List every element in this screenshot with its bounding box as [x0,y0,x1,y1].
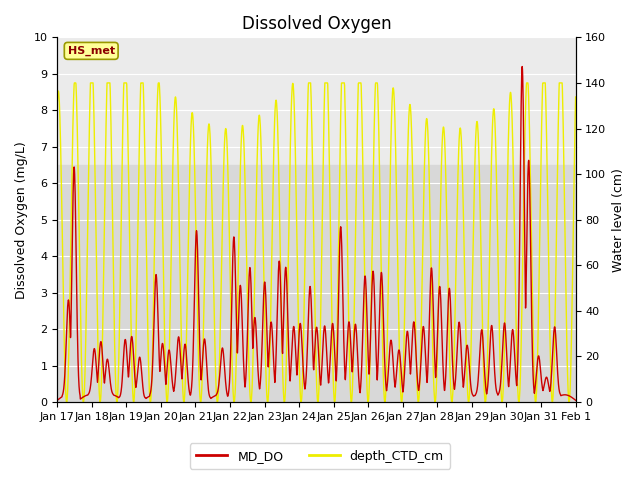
Y-axis label: Dissolved Oxygen (mg/L): Dissolved Oxygen (mg/L) [15,141,28,299]
Legend: MD_DO, depth_CTD_cm: MD_DO, depth_CTD_cm [190,444,450,469]
Y-axis label: Water level (cm): Water level (cm) [612,168,625,272]
Bar [57,37,575,165]
Title: Dissolved Oxygen: Dissolved Oxygen [242,15,391,33]
Bar [57,165,575,402]
Text: HS_met: HS_met [68,46,115,56]
